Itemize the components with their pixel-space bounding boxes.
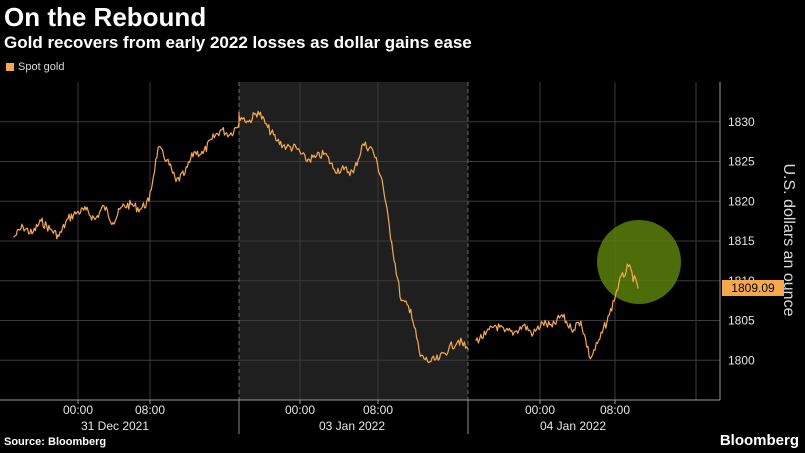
- data-point: [542, 322, 544, 324]
- data-point: [13, 236, 15, 238]
- data-point: [40, 220, 42, 222]
- data-point: [184, 172, 186, 174]
- data-point: [429, 361, 431, 363]
- data-point: [599, 338, 601, 340]
- data-point: [76, 211, 78, 213]
- data-point: [627, 265, 630, 267]
- data-point: [484, 334, 487, 336]
- data-point: [305, 159, 307, 161]
- y-tick-label: 1830: [728, 115, 755, 129]
- data-point: [157, 147, 159, 149]
- data-point: [247, 121, 250, 123]
- data-point: [551, 326, 553, 328]
- y-tick-label: 1815: [728, 234, 755, 248]
- x-tick-label: 08:00: [600, 403, 630, 417]
- data-point: [49, 228, 51, 230]
- x-date-label: 04 Jan 2022: [540, 419, 606, 433]
- y-tick-label: 1800: [728, 353, 755, 367]
- data-point: [513, 331, 515, 333]
- data-point: [523, 324, 525, 326]
- data-point: [112, 222, 114, 224]
- legend: Spot gold: [6, 61, 64, 73]
- data-point: [22, 226, 24, 228]
- data-point: [618, 282, 620, 284]
- data-point: [324, 152, 326, 155]
- data-point: [504, 331, 506, 333]
- x-tick-label: 08:00: [363, 403, 393, 417]
- data-point: [67, 218, 69, 220]
- y-axis-title: U.S. dollars an ounce: [780, 164, 797, 317]
- bloomberg-logo: Bloomberg: [719, 432, 799, 449]
- data-point: [532, 333, 534, 335]
- data-point: [211, 138, 213, 140]
- legend-label: Spot gold: [18, 61, 65, 73]
- data-point: [391, 242, 393, 244]
- data-point: [257, 110, 259, 112]
- data-point: [589, 358, 592, 360]
- data-point: [333, 168, 335, 171]
- data-point: [362, 143, 364, 145]
- x-date-label: 03 Jan 2022: [319, 419, 385, 433]
- x-date-label: 31 Dec 2021: [81, 419, 149, 433]
- data-point: [94, 218, 96, 221]
- data-point: [448, 347, 450, 349]
- data-point: [467, 348, 469, 350]
- last-value-flag: [722, 279, 784, 296]
- last-value-label: 1809.09: [731, 281, 775, 295]
- data-point: [400, 300, 402, 302]
- data-point: [457, 339, 460, 341]
- data-point: [286, 146, 288, 148]
- data-point: [130, 203, 132, 205]
- data-point: [85, 209, 87, 211]
- data-point: [608, 314, 611, 316]
- data-point: [295, 147, 297, 149]
- data-point: [139, 208, 141, 210]
- data-point: [121, 206, 123, 208]
- data-point: [238, 114, 240, 116]
- data-point: [193, 151, 195, 153]
- data-point: [494, 324, 496, 326]
- y-tick-label: 1805: [728, 314, 755, 328]
- data-point: [103, 205, 105, 207]
- chart-title: On the Rebound: [4, 2, 207, 32]
- data-point: [381, 179, 383, 181]
- x-tick-label: 08:00: [135, 403, 165, 417]
- data-point: [31, 233, 33, 235]
- x-tick-label: 00:00: [63, 403, 93, 417]
- data-point: [267, 126, 269, 128]
- data-point: [419, 355, 421, 357]
- legend-swatch: [6, 63, 14, 71]
- data-point: [570, 328, 572, 330]
- data-point: [202, 152, 204, 155]
- data-point: [561, 314, 563, 316]
- highlight-circle: [597, 220, 681, 304]
- data-point: [166, 159, 168, 161]
- chart-subtitle: Gold recovers from early 2022 losses as …: [4, 33, 472, 52]
- data-point: [314, 156, 316, 159]
- data-point: [438, 358, 440, 360]
- data-point: [637, 287, 639, 289]
- source-note: Source: Bloomberg: [4, 436, 107, 448]
- y-tick-label: 1820: [728, 194, 755, 208]
- data-point: [58, 235, 60, 237]
- x-tick-label: 00:00: [285, 403, 315, 417]
- data-point: [372, 149, 374, 151]
- data-point: [475, 339, 477, 341]
- y-tick-label: 1825: [728, 155, 755, 169]
- data-point: [343, 168, 345, 171]
- data-point: [148, 200, 150, 202]
- data-point: [580, 320, 582, 322]
- data-point: [238, 122, 240, 124]
- data-point: [229, 133, 231, 136]
- data-point: [352, 172, 355, 174]
- data-point: [175, 180, 177, 182]
- x-tick-label: 00:00: [525, 403, 555, 417]
- data-point: [276, 140, 278, 142]
- data-point: [410, 308, 412, 310]
- data-point: [220, 129, 222, 131]
